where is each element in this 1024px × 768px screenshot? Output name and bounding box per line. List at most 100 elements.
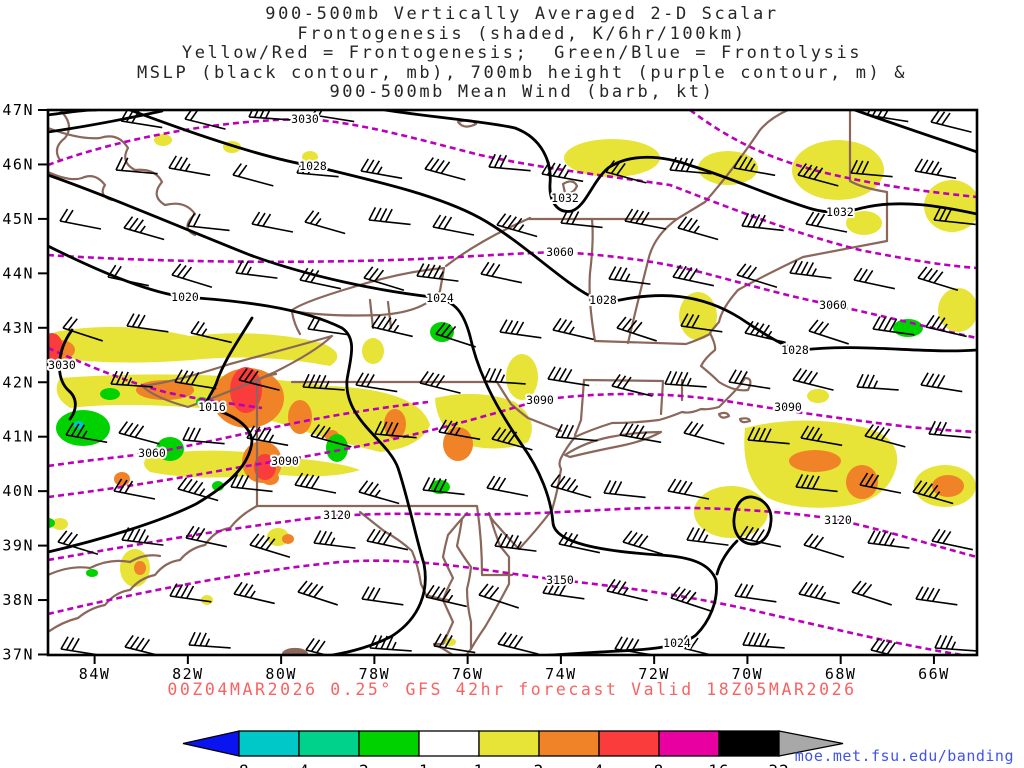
wind-barb: [59, 208, 102, 230]
wind-barb: [934, 634, 977, 652]
title-line-5: 900-500mb Mean Wind (barb, kt): [329, 82, 715, 102]
wind-barb: [177, 477, 219, 502]
wind-barb: [190, 320, 232, 344]
wind-barb: [435, 322, 476, 348]
wind-barb: [299, 267, 342, 290]
wind-barb: [798, 581, 840, 605]
wind-barb: [110, 370, 153, 388]
colorbar-label: 8: [654, 761, 665, 768]
height-contours: [48, 110, 977, 655]
wind-barb: [912, 480, 954, 505]
wind-barb: [925, 314, 967, 338]
wind-barb: [616, 316, 657, 342]
wind-barb: [233, 581, 275, 605]
wind-barb: [914, 158, 957, 180]
wind-barb: [187, 213, 230, 232]
colorbar-legend: -8 -4 -2 -1 1 2 4 8 16 32: [182, 730, 844, 768]
colorbar-left-arrow: [182, 730, 240, 757]
wind-barb: [483, 367, 526, 385]
wind-barb: [366, 528, 409, 551]
wind-barb: [499, 319, 542, 339]
wind-barb: [305, 637, 347, 655]
contour-label: 1020: [171, 290, 199, 304]
wind-barb: [168, 155, 211, 177]
wind-barb: [438, 419, 481, 441]
wind-barb: [930, 110, 972, 133]
wind-barb: [803, 533, 845, 559]
wind-barb: [670, 586, 711, 612]
wind-barb: [931, 528, 974, 551]
wind-barb: [736, 263, 778, 289]
website-link[interactable]: moe.met.fsu.edu/banding: [794, 747, 1014, 765]
wind-barb: [614, 636, 657, 655]
colorbar-segment: [358, 730, 420, 757]
wind-barb: [542, 580, 585, 600]
lat-label: 39N: [2, 537, 34, 555]
wind-barb: [560, 210, 603, 229]
lon-label: 72W: [638, 665, 670, 683]
wind-barb: [805, 211, 848, 233]
wind-barb: [480, 261, 523, 284]
colorbar-label: -4: [288, 761, 309, 768]
wind-barb: [238, 367, 280, 391]
wind-barb: [859, 472, 902, 494]
contour-label: 3150: [546, 573, 574, 587]
wind-barb: [686, 527, 729, 546]
colorbar-segment: [658, 730, 720, 757]
wind-barb: [124, 634, 166, 655]
wind-barb: [933, 207, 976, 226]
lon-label: 66W: [918, 665, 950, 683]
wind-barb: [374, 420, 417, 439]
mslp-contours: [48, 110, 977, 655]
lon-label: 68W: [825, 665, 857, 683]
wind-barb: [541, 161, 584, 183]
wind-barb: [307, 316, 350, 336]
wind-barb: [478, 583, 519, 609]
wind-barb: [558, 531, 601, 554]
wind-barb: [741, 213, 784, 232]
wind-barb: [672, 264, 715, 287]
wind-barb: [113, 478, 156, 500]
wind-barb: [497, 631, 539, 655]
wind-barb: [851, 580, 892, 606]
colorbar-segment: [238, 730, 300, 757]
lat-label: 47N: [2, 101, 34, 119]
state-borders: [48, 110, 889, 655]
wind-barb: [355, 372, 398, 393]
wind-barb: [606, 578, 648, 602]
title-line-3: Yellow/Red = Frontogenesis; Green/Blue =…: [181, 43, 863, 63]
colorbar-segment: [718, 730, 780, 757]
wind-barb: [246, 425, 289, 447]
lat-label: 45N: [2, 210, 34, 228]
wind-barb: [62, 316, 103, 342]
wind-barb: [60, 636, 103, 655]
colorbar-segment: [298, 730, 360, 757]
wind-barb: [728, 369, 771, 390]
wind-barb: [107, 264, 150, 287]
wind-barb: [496, 213, 538, 238]
wind-barb: [797, 163, 839, 187]
wind-barb: [302, 373, 345, 391]
wind-barb: [680, 313, 723, 333]
wind-barb: [126, 313, 169, 333]
wind-barb: [547, 366, 590, 387]
wind-barb: [363, 266, 405, 292]
wind-barb: [608, 266, 651, 285]
wind-barb: [928, 420, 971, 439]
lat-label: 37N: [2, 646, 34, 664]
colorbar-label: -8: [228, 761, 249, 768]
colorbar-label: 4: [594, 761, 605, 768]
wind-barb: [65, 422, 108, 444]
colorbar-label: 2: [534, 761, 545, 768]
lon-label: 80W: [265, 665, 297, 683]
wind-barb: [251, 211, 294, 233]
wind-barb: [872, 316, 915, 336]
title-line-2: Frontogenesis (shaded, K/6hr/100km): [297, 23, 747, 44]
contour-label: 1028: [589, 293, 617, 307]
colorbar-right-arrow: [778, 730, 844, 757]
wind-barb: [795, 474, 838, 493]
wind-barb: [360, 158, 403, 180]
lat-label: 41N: [2, 428, 34, 446]
wind-barb: [734, 583, 777, 603]
contour-label: 1028: [781, 343, 809, 357]
